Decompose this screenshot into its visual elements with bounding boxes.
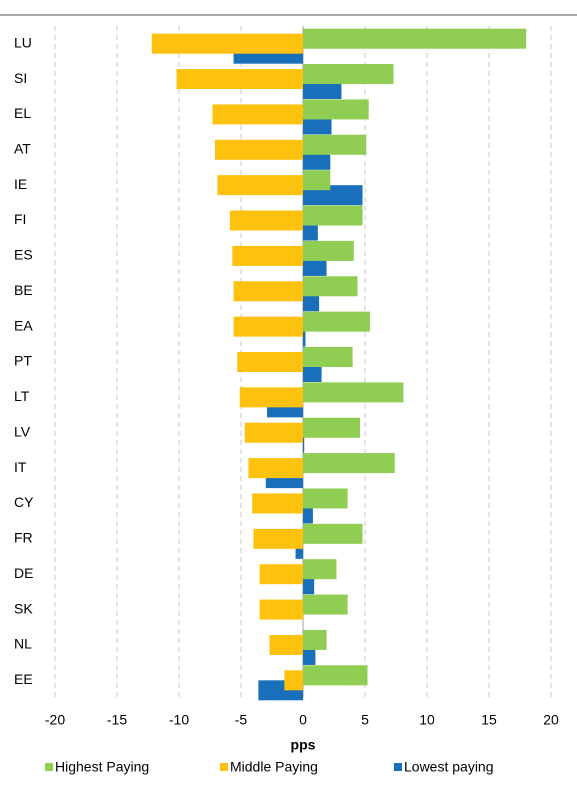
y-tick-label: SK: [14, 600, 33, 616]
bar: [303, 417, 361, 438]
legend-label: Lowest paying: [404, 759, 494, 775]
legend-swatch: [45, 763, 53, 771]
y-tick-label: IT: [14, 459, 27, 475]
bar: [303, 453, 395, 474]
x-tick-label: -20: [45, 712, 65, 728]
bars: [151, 28, 527, 701]
y-tick-label: LT: [14, 388, 30, 404]
bar: [303, 559, 337, 580]
bar: [284, 670, 303, 691]
y-tick-label: NL: [14, 636, 32, 652]
bar: [244, 422, 303, 443]
x-axis-label: pps: [291, 737, 316, 753]
bar: [303, 99, 369, 120]
bar: [229, 210, 303, 231]
bar: [303, 665, 368, 686]
bar: [176, 69, 303, 90]
y-tick-label: EA: [14, 317, 33, 333]
y-tick-label: FI: [14, 211, 26, 227]
bar: [303, 28, 527, 49]
y-tick-label: LU: [14, 34, 32, 50]
y-tick-label: FR: [14, 530, 33, 546]
x-tick-label: 5: [361, 712, 369, 728]
bar: [232, 245, 303, 266]
y-tick-label: PT: [14, 353, 32, 369]
x-tick-label: -10: [169, 712, 189, 728]
bar: [303, 134, 367, 155]
bar: [303, 382, 404, 403]
legend-swatch: [394, 763, 402, 771]
bar: [303, 503, 313, 524]
bar: [248, 458, 303, 479]
bar: [269, 634, 303, 655]
bar: [252, 493, 303, 514]
bar: [233, 281, 303, 302]
x-tick-label: 0: [299, 712, 307, 728]
bar: [151, 33, 303, 54]
bar: [303, 432, 305, 453]
bar: [233, 316, 303, 337]
y-tick-label: EL: [14, 105, 31, 121]
bar: [212, 104, 303, 125]
y-tick-label: DE: [14, 565, 33, 581]
bar: [303, 326, 306, 347]
bar: [303, 523, 363, 544]
y-tick-label: IE: [14, 176, 27, 192]
bar: [217, 175, 303, 196]
legend-label: Middle Paying: [230, 759, 318, 775]
x-tick-label: -5: [235, 712, 248, 728]
y-tick-label: AT: [14, 140, 31, 156]
y-tick-label: LV: [14, 423, 31, 439]
y-tick-label: CY: [14, 494, 34, 510]
legend-swatch: [220, 763, 228, 771]
bar: [303, 240, 354, 261]
bar: [303, 170, 331, 191]
bar: [303, 347, 353, 367]
bar: [253, 528, 303, 549]
bar: [303, 276, 358, 297]
bar: [303, 488, 348, 509]
bar: [303, 574, 315, 595]
legend-label: Highest Paying: [55, 759, 149, 775]
x-tick-label: 15: [481, 712, 497, 728]
x-tick-label: 20: [543, 712, 559, 728]
bar: [303, 629, 327, 650]
bar: [303, 311, 370, 332]
bar: [214, 139, 303, 160]
bar: [303, 205, 363, 226]
bar: [259, 564, 303, 585]
y-tick-label: ES: [14, 247, 33, 263]
bar: [237, 352, 303, 372]
y-tick-label: BE: [14, 282, 33, 298]
y-tick-label: SI: [14, 70, 27, 86]
bar: [239, 387, 303, 408]
x-tick-label: 10: [419, 712, 435, 728]
bar: [303, 64, 394, 85]
y-tick-label: EE: [14, 671, 33, 687]
bar: [259, 599, 303, 620]
bar: [303, 594, 348, 615]
x-tick-label: -15: [107, 712, 127, 728]
